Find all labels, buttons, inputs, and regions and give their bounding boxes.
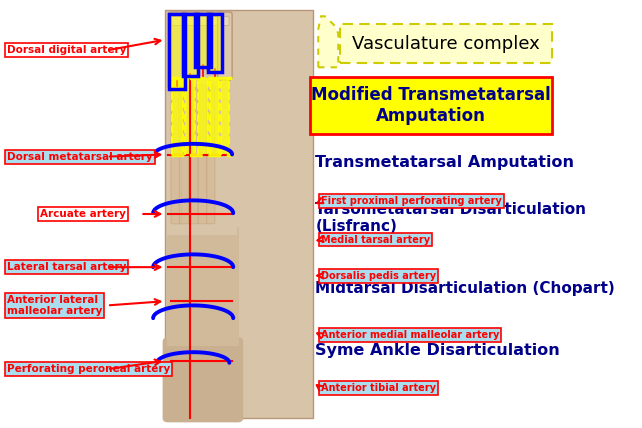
FancyBboxPatch shape	[167, 78, 236, 235]
FancyBboxPatch shape	[171, 85, 182, 224]
FancyBboxPatch shape	[186, 78, 195, 155]
Text: Dorsal metatarsal artery: Dorsal metatarsal artery	[7, 152, 153, 162]
FancyBboxPatch shape	[207, 12, 223, 71]
FancyBboxPatch shape	[198, 78, 208, 155]
FancyBboxPatch shape	[184, 14, 197, 75]
FancyBboxPatch shape	[167, 227, 239, 346]
FancyBboxPatch shape	[221, 16, 229, 26]
Text: Arcuate artery: Arcuate artery	[40, 209, 126, 219]
Text: Anterior tibial artery: Anterior tibial artery	[321, 383, 436, 393]
Text: Midtarsal Disarticulation (Chopart): Midtarsal Disarticulation (Chopart)	[315, 281, 615, 296]
FancyBboxPatch shape	[168, 12, 186, 89]
FancyBboxPatch shape	[198, 85, 207, 224]
Text: Vasculature complex: Vasculature complex	[352, 35, 540, 53]
FancyBboxPatch shape	[195, 12, 211, 67]
FancyBboxPatch shape	[211, 78, 220, 155]
FancyBboxPatch shape	[221, 78, 229, 155]
Text: Transmetatarsal Amputation: Transmetatarsal Amputation	[315, 155, 575, 170]
Text: Syme Ankle Disarticulation: Syme Ankle Disarticulation	[315, 342, 560, 357]
Text: Dorsal digital artery: Dorsal digital artery	[7, 45, 126, 55]
Text: Anterior medial malleolar artery: Anterior medial malleolar artery	[321, 330, 499, 340]
FancyBboxPatch shape	[186, 16, 195, 26]
Text: Anterior lateral
malleolar artery: Anterior lateral malleolar artery	[7, 294, 102, 316]
Text: Dorsalis pedis artery: Dorsalis pedis artery	[321, 270, 436, 281]
FancyBboxPatch shape	[196, 14, 210, 66]
FancyBboxPatch shape	[310, 77, 551, 134]
Polygon shape	[318, 16, 338, 67]
Text: Medial tarsal artery: Medial tarsal artery	[321, 235, 430, 244]
FancyBboxPatch shape	[170, 14, 184, 88]
FancyBboxPatch shape	[209, 14, 221, 71]
Text: Modified Transmetatarsal
Amputation: Modified Transmetatarsal Amputation	[311, 86, 551, 125]
FancyBboxPatch shape	[340, 24, 551, 63]
FancyBboxPatch shape	[179, 85, 189, 224]
Text: Perforating peroneal artery: Perforating peroneal artery	[7, 364, 170, 374]
FancyBboxPatch shape	[218, 12, 232, 80]
Text: Lateral tarsal artery: Lateral tarsal artery	[7, 262, 126, 272]
FancyBboxPatch shape	[207, 85, 215, 224]
Text: Tarsometatarsal Disarticulation
(Lisfranc): Tarsometatarsal Disarticulation (Lisfran…	[315, 202, 587, 235]
FancyBboxPatch shape	[166, 10, 313, 418]
FancyBboxPatch shape	[171, 16, 182, 26]
FancyBboxPatch shape	[182, 12, 199, 76]
FancyBboxPatch shape	[210, 16, 220, 26]
Text: First proximal perforating artery: First proximal perforating artery	[321, 196, 502, 206]
FancyBboxPatch shape	[171, 78, 182, 155]
FancyBboxPatch shape	[198, 16, 208, 26]
FancyBboxPatch shape	[162, 337, 243, 422]
FancyBboxPatch shape	[189, 85, 198, 224]
